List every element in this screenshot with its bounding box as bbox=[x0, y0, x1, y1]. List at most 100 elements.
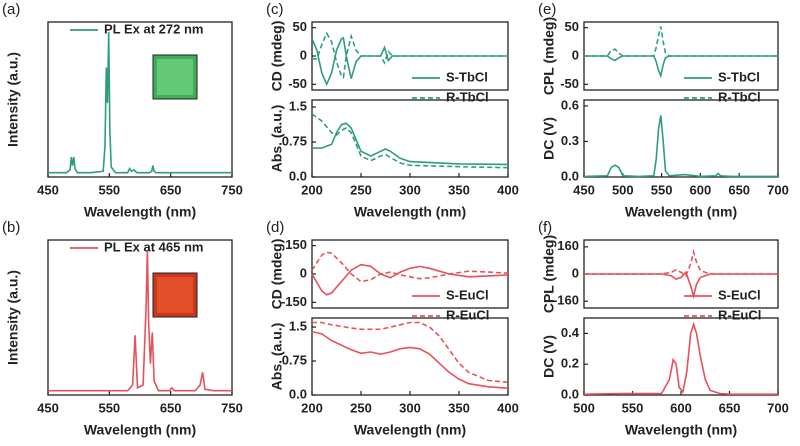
x-tick-label: 550 bbox=[98, 182, 120, 197]
x-tick-label: 600 bbox=[690, 182, 712, 197]
x-tick-label: 700 bbox=[767, 182, 789, 197]
x-tick-label: 400 bbox=[497, 400, 519, 415]
x-axis-label: Wavelength (nm) bbox=[354, 422, 466, 438]
y-tick-label: 0.75 bbox=[282, 133, 307, 148]
y-tick-label: 1.5 bbox=[289, 318, 307, 333]
panel-label: (e) bbox=[538, 1, 556, 18]
y-tick-label: 0.4 bbox=[561, 325, 580, 340]
plot-frame bbox=[583, 99, 779, 178]
x-tick-label: 750 bbox=[221, 400, 243, 415]
series-line bbox=[48, 31, 232, 174]
inset-image-glow bbox=[157, 59, 193, 95]
y-tick-label: 1.5 bbox=[289, 98, 307, 113]
legend-label: R-EuCl bbox=[446, 307, 489, 322]
x-tick-label: 200 bbox=[301, 182, 323, 197]
y-axis-label: DC (V) bbox=[541, 117, 557, 160]
legend-label: R-EuCl bbox=[718, 307, 761, 322]
x-tick-label: 300 bbox=[399, 182, 421, 197]
y-tick-label: 0.0 bbox=[289, 386, 307, 401]
series-line bbox=[311, 330, 509, 389]
x-tick-label: 450 bbox=[37, 400, 59, 415]
series-line bbox=[584, 26, 778, 57]
y-tick-label: 0.0 bbox=[561, 168, 579, 183]
x-axis-label: Wavelength (nm) bbox=[84, 422, 196, 438]
y-tick-label: 0.3 bbox=[561, 133, 579, 148]
y-tick-label: 0 bbox=[300, 265, 307, 280]
legend-label: S-TbCl bbox=[718, 69, 760, 84]
y-tick-label: 0 bbox=[572, 265, 579, 280]
y-tick-label: 0.0 bbox=[289, 168, 307, 183]
plot-frame bbox=[47, 239, 233, 396]
x-tick-label: 750 bbox=[221, 182, 243, 197]
y-tick-label: 50 bbox=[565, 19, 579, 34]
x-tick-label: 200 bbox=[301, 400, 323, 415]
y-axis-label: Abs. (a.u.) bbox=[269, 105, 285, 173]
y-tick-label: -50 bbox=[288, 76, 307, 91]
y-tick-label: -160 bbox=[553, 293, 579, 308]
series-line bbox=[312, 122, 509, 166]
y-axis-label: DC (V) bbox=[541, 335, 557, 378]
x-tick-label: 650 bbox=[160, 400, 182, 415]
y-tick-label: -150 bbox=[281, 294, 307, 309]
legend-label: S-EuCl bbox=[718, 287, 761, 302]
series-line bbox=[311, 251, 509, 283]
x-tick-label: 550 bbox=[622, 400, 644, 415]
series-line bbox=[584, 270, 778, 300]
legend-label: R-TbCl bbox=[718, 89, 761, 104]
y-tick-label: 0.0 bbox=[561, 386, 579, 401]
x-tick-label: 250 bbox=[350, 182, 372, 197]
y-axis-label: CPL (mdeg) bbox=[541, 235, 557, 313]
x-axis-label: Wavelength (nm) bbox=[354, 204, 466, 220]
inset-image-glow bbox=[157, 277, 193, 313]
x-tick-label: 250 bbox=[350, 400, 372, 415]
panel-label: (f) bbox=[538, 219, 552, 236]
x-axis-label: Wavelength (nm) bbox=[625, 422, 737, 438]
y-tick-label: -50 bbox=[560, 76, 579, 91]
y-axis-label: Abs. (a.u.) bbox=[269, 323, 285, 391]
legend-label: S-EuCl bbox=[446, 287, 489, 302]
x-tick-label: 700 bbox=[767, 400, 789, 415]
series-line bbox=[584, 248, 778, 277]
series-line bbox=[311, 36, 508, 87]
y-axis-label: CPL (mdeg) bbox=[541, 17, 557, 95]
plot-frame bbox=[583, 317, 779, 396]
series-line bbox=[583, 321, 778, 395]
legend-label: PL Ex at 465 nm bbox=[104, 239, 203, 254]
series-line bbox=[48, 249, 232, 392]
series-line bbox=[311, 263, 509, 296]
x-tick-label: 650 bbox=[160, 182, 182, 197]
y-axis-label: CD (mdeg) bbox=[269, 239, 285, 310]
x-tick-label: 350 bbox=[448, 400, 470, 415]
y-tick-label: 0.2 bbox=[561, 356, 579, 371]
series-line bbox=[311, 113, 509, 169]
x-tick-label: 500 bbox=[612, 182, 634, 197]
panel-label: (c) bbox=[266, 1, 284, 18]
plot-frame bbox=[311, 317, 509, 396]
x-tick-label: 550 bbox=[651, 182, 673, 197]
x-tick-label: 550 bbox=[98, 400, 120, 415]
series-line bbox=[583, 115, 778, 178]
panel-label: (a) bbox=[2, 1, 20, 18]
panel-label: (d) bbox=[266, 219, 284, 236]
legend-label: PL Ex at 272 nm bbox=[104, 21, 203, 36]
y-tick-label: 50 bbox=[293, 19, 307, 34]
y-tick-label: 0.75 bbox=[282, 352, 307, 367]
series-line bbox=[312, 321, 509, 384]
y-tick-label: 160 bbox=[557, 238, 579, 253]
y-axis-label: CD (mdeg) bbox=[269, 21, 285, 92]
y-tick-label: 150 bbox=[285, 237, 307, 252]
y-tick-label: 0 bbox=[572, 47, 579, 62]
x-tick-label: 650 bbox=[728, 182, 750, 197]
legend-label: R-TbCl bbox=[446, 89, 489, 104]
y-tick-label: 0 bbox=[300, 47, 307, 62]
plot-frame bbox=[47, 21, 233, 178]
x-axis-label: Wavelength (nm) bbox=[84, 204, 196, 220]
x-tick-label: 650 bbox=[719, 400, 741, 415]
x-tick-label: 300 bbox=[399, 400, 421, 415]
y-axis-label: Intensity (a.u.) bbox=[5, 52, 21, 147]
y-axis-label: Intensity (a.u.) bbox=[5, 270, 21, 365]
x-tick-label: 450 bbox=[573, 182, 595, 197]
x-axis-label: Wavelength (nm) bbox=[625, 204, 737, 220]
series-line bbox=[312, 31, 508, 80]
